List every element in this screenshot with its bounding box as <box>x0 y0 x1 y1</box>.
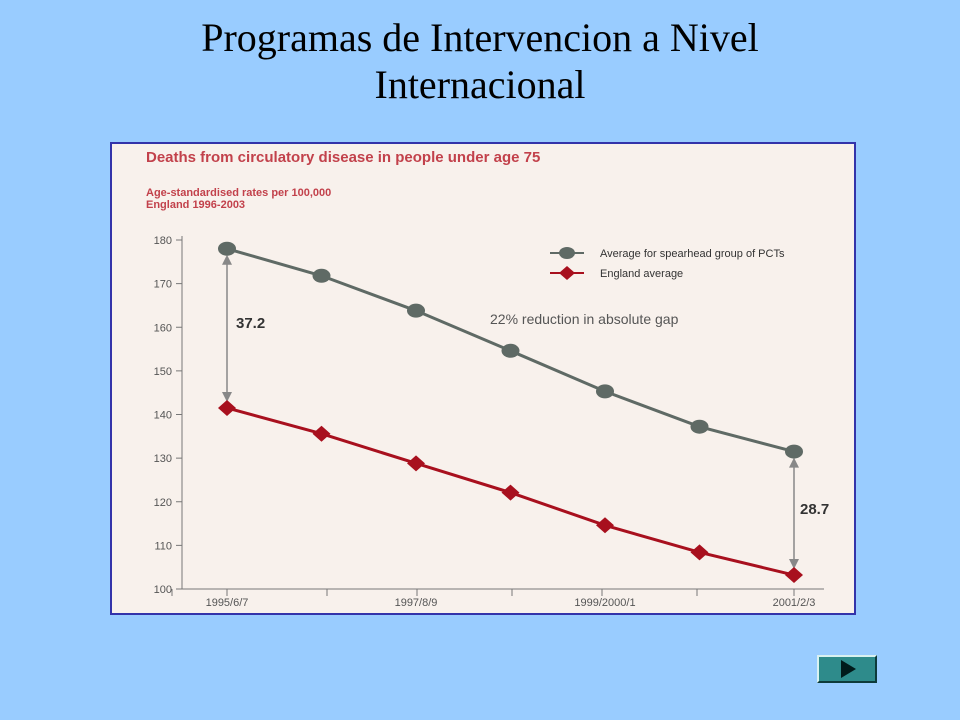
y-tick-label: 130 <box>154 453 172 465</box>
series-markers <box>218 241 803 584</box>
data-point-circle <box>596 384 614 399</box>
data-point-diamond <box>218 399 236 416</box>
legend-marker <box>559 247 575 259</box>
y-tick-label: 100 <box>154 584 172 596</box>
data-point-diamond <box>501 484 520 501</box>
y-tick-label: 120 <box>154 497 172 509</box>
data-point-diamond <box>407 455 425 472</box>
y-tick-label: 140 <box>154 410 172 422</box>
legend-label: England average <box>600 268 683 280</box>
reduction-annotation: 22% reduction in absolute gap <box>490 311 679 327</box>
data-point-diamond <box>312 425 331 442</box>
legend-marker <box>559 266 575 280</box>
data-point-circle <box>690 419 709 434</box>
gap-arrows <box>222 254 799 570</box>
x-tick-label: 1995/6/7 <box>206 597 249 609</box>
data-point-circle <box>218 241 236 256</box>
start-gap-label: 37.2 <box>236 315 265 332</box>
end-gap-arrow <box>789 457 799 570</box>
data-point-circle <box>501 343 520 358</box>
chart-subtitle-line-2: England 1996-2003 <box>146 199 245 211</box>
data-point-diamond <box>596 517 614 534</box>
slide-title-line-2: Internacional <box>374 62 586 107</box>
y-tick-label: 160 <box>154 322 172 334</box>
legend-item-2: England average <box>550 266 683 280</box>
legend-label: Average for spearhead group of PCTs <box>600 248 785 260</box>
chart-axes: 100 110 120 130 140 150 160 170 180 1995/6/7 1997/… <box>154 235 824 609</box>
series-lines <box>226 247 795 577</box>
data-point-diamond <box>690 544 709 561</box>
data-point-circle <box>312 268 331 283</box>
data-point-diamond <box>785 567 803 584</box>
x-tick-label: 1997/8/9 <box>395 597 438 609</box>
y-tick-label: 110 <box>154 540 172 552</box>
chart-title: Deaths from circulatory disease in peopl… <box>146 149 540 166</box>
next-slide-button[interactable] <box>817 655 877 683</box>
x-tick-label: 2001/2/3 <box>773 597 816 609</box>
play-right-icon <box>841 660 856 678</box>
chart-subtitle-line-1: Age-standardised rates per 100,000 <box>146 187 331 199</box>
line-chart: Deaths from circulatory disease in peopl… <box>146 149 829 609</box>
start-gap-arrow <box>222 254 232 402</box>
legend-item-1: Average for spearhead group of PCTs <box>550 247 785 260</box>
end-gap-label: 28.7 <box>800 501 829 518</box>
slide-title: Programas de Intervencion a Nivel Intern… <box>0 14 960 108</box>
chart-frame: Deaths from circulatory disease in peopl… <box>110 142 856 615</box>
chart-legend: Average for spearhead group of PCTs Engla… <box>550 247 785 280</box>
data-point-circle <box>407 303 425 318</box>
data-point-circle <box>785 444 803 459</box>
y-tick-label: 170 <box>154 279 172 291</box>
y-tick-label: 180 <box>154 235 172 247</box>
x-tick-label: 1999/2000/1 <box>574 597 635 609</box>
y-tick-label: 150 <box>154 366 172 378</box>
slide-title-line-1: Programas de Intervencion a Nivel <box>201 15 759 60</box>
